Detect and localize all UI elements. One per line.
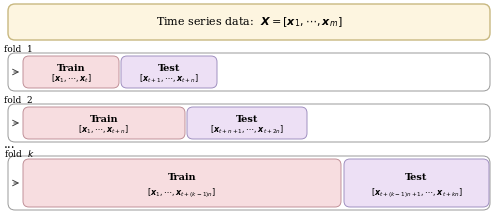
Text: Train: Train [56,64,86,73]
Text: $[\boldsymbol{x}_1,\cdots,\boldsymbol{x}_{t+n}]$: $[\boldsymbol{x}_1,\cdots,\boldsymbol{x}… [78,124,130,136]
Text: Test: Test [236,115,258,124]
FancyBboxPatch shape [121,56,217,88]
Text: Test: Test [158,64,180,73]
Text: Time series data:  $\boldsymbol{X}=[\boldsymbol{x}_1,\cdots,\boldsymbol{x}_m]$: Time series data: $\boldsymbol{X}=[\bold… [156,15,342,29]
Text: $[\boldsymbol{x}_1,\cdots,\boldsymbol{x}_{t+(k-1)n}]$: $[\boldsymbol{x}_1,\cdots,\boldsymbol{x}… [148,187,216,200]
FancyBboxPatch shape [187,107,307,139]
FancyBboxPatch shape [8,53,490,91]
FancyBboxPatch shape [8,104,490,142]
Text: $[\boldsymbol{x}_{t+1},\cdots,\boldsymbol{x}_{t+n}]$: $[\boldsymbol{x}_{t+1},\cdots,\boldsymbo… [139,73,199,85]
FancyBboxPatch shape [23,56,119,88]
Text: $[\boldsymbol{x}_1,\cdots,\boldsymbol{x}_t]$: $[\boldsymbol{x}_1,\cdots,\boldsymbol{x}… [50,73,92,85]
Text: ...: ... [4,138,16,150]
FancyBboxPatch shape [344,159,489,207]
FancyBboxPatch shape [8,156,490,210]
FancyBboxPatch shape [8,4,490,40]
FancyBboxPatch shape [23,107,185,139]
FancyBboxPatch shape [23,159,341,207]
Text: fold  1: fold 1 [4,45,33,54]
Text: fold  $k$: fold $k$ [4,148,34,159]
Text: Train: Train [90,115,118,124]
Text: $[\boldsymbol{x}_{t+(k-1)n+1},\cdots,\boldsymbol{x}_{t+kn}]$: $[\boldsymbol{x}_{t+(k-1)n+1},\cdots,\bo… [370,187,462,200]
Text: fold  2: fold 2 [4,96,32,105]
Text: Train: Train [168,173,196,182]
Text: $[\boldsymbol{x}_{t+n+1},\cdots,\boldsymbol{x}_{t+2n}]$: $[\boldsymbol{x}_{t+n+1},\cdots,\boldsym… [210,124,284,136]
Text: Test: Test [406,173,427,182]
